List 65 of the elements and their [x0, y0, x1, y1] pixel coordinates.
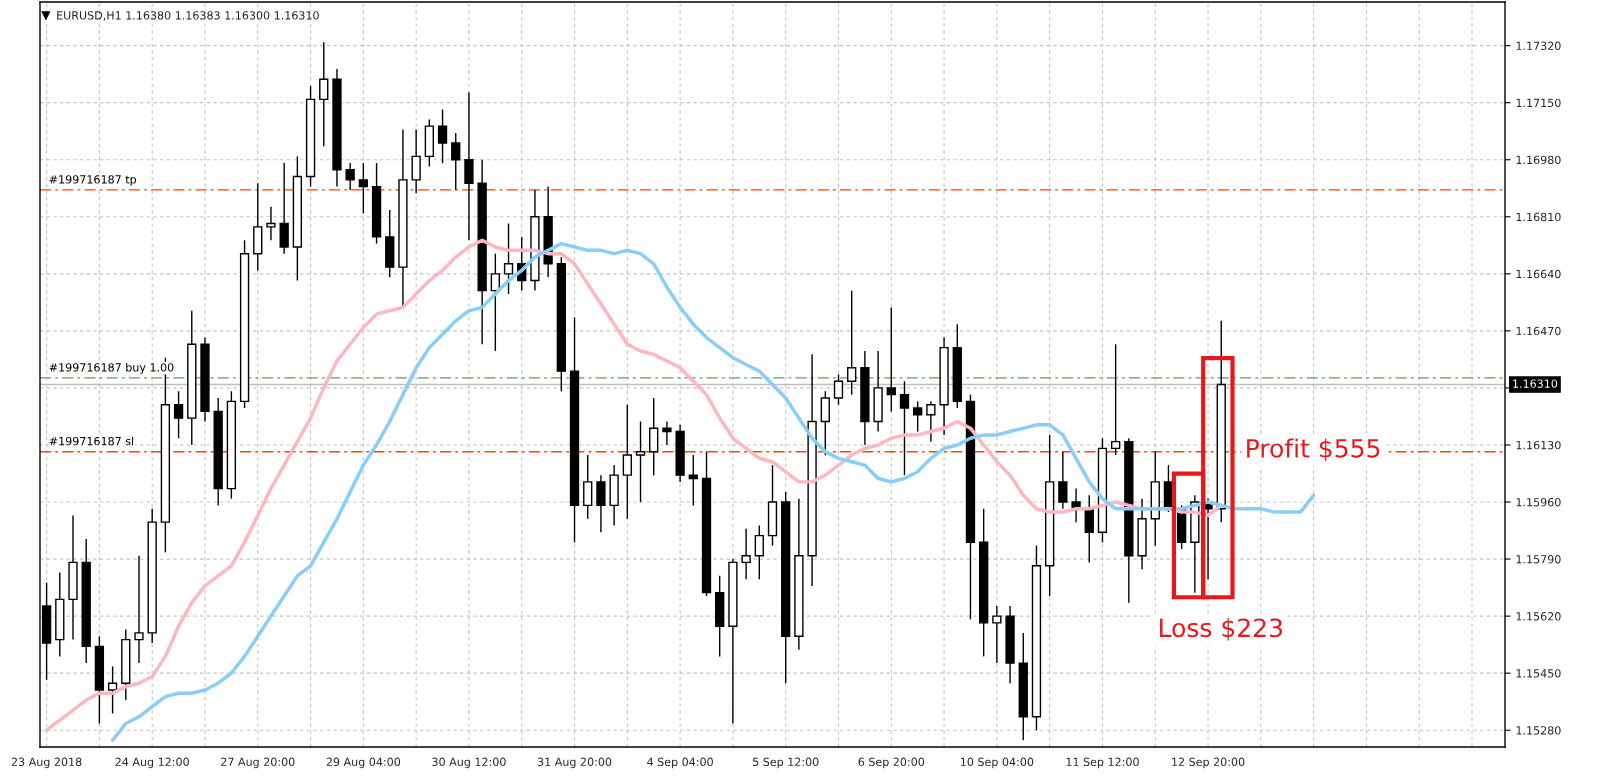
candlestick: [437, 108, 448, 164]
candlestick: [411, 128, 421, 194]
candlestick: [596, 474, 606, 533]
candlestick: [345, 162, 355, 191]
ref-line-label: #199716187 buy 1.00: [49, 362, 174, 374]
candlestick: [319, 41, 329, 147]
candlestick: [107, 665, 118, 715]
text: EURUSD,H1 1.16380 1.16383 1.16300 1.16310: [57, 11, 319, 21]
candlestick: [635, 420, 646, 503]
x-tick-label: 24 Aug 12:00: [115, 757, 189, 769]
x-tick-label: 30 Aug 12:00: [432, 757, 506, 769]
candlestick: [279, 162, 289, 255]
candlestick: [464, 91, 474, 241]
y-tick-label: 1.15280: [1516, 726, 1561, 735]
x-tick-label: 23 Aug 2018: [11, 757, 82, 769]
annotation: Loss $223: [1160, 617, 1282, 641]
candlestick: [1084, 494, 1094, 564]
x-tick-label: 27 Aug 20:00: [221, 757, 295, 769]
candlestick: [503, 222, 514, 295]
candlestick: [649, 397, 659, 476]
y-tick-label: 1.15620: [1516, 612, 1561, 621]
candlestick: [1110, 343, 1121, 456]
candlestick: [926, 400, 936, 443]
x-tick-label: 10 Sep 04:00: [961, 757, 1034, 769]
y-tick-label: 1.15450: [1516, 669, 1561, 678]
candlestick: [134, 555, 144, 664]
candlestick: [583, 454, 593, 520]
x-tick-label: 4 Sep 04:00: [647, 757, 713, 769]
candlestick: [266, 206, 276, 241]
x-tick-label: 11 Sep 12:00: [1066, 757, 1139, 769]
candlestick: [173, 390, 184, 439]
x-tick-label: 31 Aug 20:00: [537, 757, 612, 769]
candlestick: [1058, 450, 1068, 510]
ref-line-label: 1.16310: [1513, 379, 1558, 388]
y-tick-label: 1.16810: [1516, 212, 1561, 222]
candlestick: [662, 420, 672, 446]
candlestick: [622, 404, 632, 520]
y-tick-label: 1.17150: [1516, 98, 1561, 108]
candlestick: [688, 454, 698, 507]
y-tick-label: 1.16470: [1516, 326, 1561, 336]
candlestick: [490, 252, 500, 352]
y-tick-label: 1.16130: [1516, 440, 1561, 450]
x-tick-label: 12 Sep 20:00: [1172, 757, 1245, 769]
x-tick-label: 29 Aug 04:00: [326, 757, 401, 769]
annotation: Profit $555: [1247, 438, 1380, 462]
candlestick: [833, 373, 844, 406]
y-tick-label: 1.16640: [1516, 269, 1561, 279]
candlestick: [847, 289, 857, 396]
x-tick-label: 6 Sep 20:00: [858, 757, 925, 769]
candlestick: [886, 306, 896, 413]
candlestick: [913, 400, 923, 433]
candlestick: [754, 524, 764, 580]
ref-line-label: #199716187 tp: [49, 175, 137, 186]
y-tick-label: 1.15960: [1516, 498, 1561, 507]
candlestick: [451, 132, 461, 191]
candlestick: [358, 162, 369, 215]
y-tick-label: 1.17320: [1516, 41, 1561, 51]
candlestick: [899, 380, 910, 476]
candlestick: [992, 605, 1002, 664]
y-tick-label: 1.15790: [1516, 555, 1561, 564]
ref-line-label: #199716187 sl: [49, 436, 134, 446]
candlestick: [741, 528, 751, 580]
y-tick-label: 1.16980: [1516, 155, 1561, 165]
candlestick: [820, 390, 830, 456]
x-tick-label: 5 Sep 12:00: [753, 757, 819, 769]
